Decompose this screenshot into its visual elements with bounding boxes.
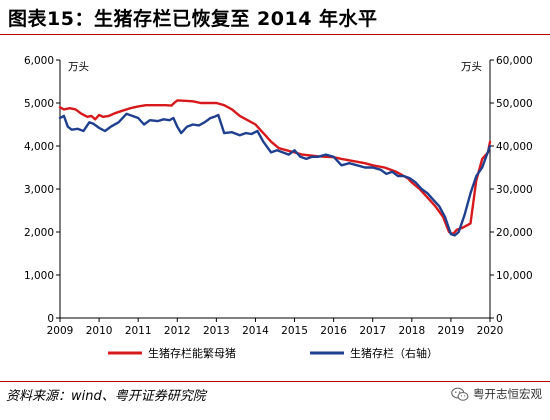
source-note: 资料来源：wind、粤开证券研究院 [6, 389, 206, 404]
right-tick-label: 50,000 [496, 98, 533, 110]
x-tick-label: 2018 [398, 325, 425, 337]
right-tick-label: 10,000 [496, 270, 533, 282]
legend-label-sows: 生猪存栏能繁母猪 [148, 346, 236, 360]
right-tick-label: 0 [496, 313, 503, 325]
left-tick-label: 5,000 [24, 98, 54, 110]
right-tick-label: 20,000 [496, 227, 533, 239]
x-tick-label: 2009 [47, 325, 74, 337]
chart-legend: 生猪存栏能繁母猪 生猪存栏（右轴） [108, 346, 438, 360]
left-tick-label: 6,000 [24, 55, 54, 67]
series-line-hogs [58, 112, 492, 237]
left-tick-label: 2,000 [24, 227, 54, 239]
x-tick-label: 2013 [203, 325, 230, 337]
chart-title: 图表15：生猪存栏已恢复至 2014 年水平 [8, 8, 378, 30]
left-tick-label: 4,000 [24, 141, 54, 153]
left-tick-label: 3,000 [24, 184, 54, 196]
source-divider [0, 381, 550, 382]
right-tick-label: 60,000 [496, 55, 533, 67]
chart-series [58, 99, 492, 237]
x-tick-label: 2014 [242, 325, 269, 337]
x-tick-label: 2010 [86, 325, 113, 337]
x-tick-label: 2015 [281, 325, 308, 337]
right-unit-label: 万头 [461, 61, 482, 73]
x-tick-label: 2016 [320, 325, 347, 337]
series-line-sows [58, 99, 492, 236]
left-unit-label: 万头 [68, 61, 89, 73]
watermark: 粤开志恒宏观 [451, 386, 542, 402]
legend-label-hogs: 生猪存栏（右轴） [350, 346, 438, 360]
x-tick-label: 2020 [477, 325, 504, 337]
x-tick-label: 2017 [359, 325, 386, 337]
x-tick-label: 2012 [164, 325, 191, 337]
line-chart: 0 1,000 2,000 3,000 4,000 5,000 6,000 0 10,000 20… [24, 55, 533, 360]
wechat-icon [451, 387, 469, 401]
x-tick-label: 2019 [438, 325, 465, 337]
left-tick-label: 1,000 [24, 270, 54, 282]
x-tick-label: 2011 [125, 325, 152, 337]
watermark-text: 粤开志恒宏观 [473, 387, 542, 401]
left-tick-label: 0 [47, 313, 54, 325]
chart-axes: 0 1,000 2,000 3,000 4,000 5,000 6,000 0 10,000 20… [24, 55, 533, 337]
right-tick-label: 30,000 [496, 184, 533, 196]
right-tick-label: 40,000 [496, 141, 533, 153]
title-divider [0, 34, 550, 35]
